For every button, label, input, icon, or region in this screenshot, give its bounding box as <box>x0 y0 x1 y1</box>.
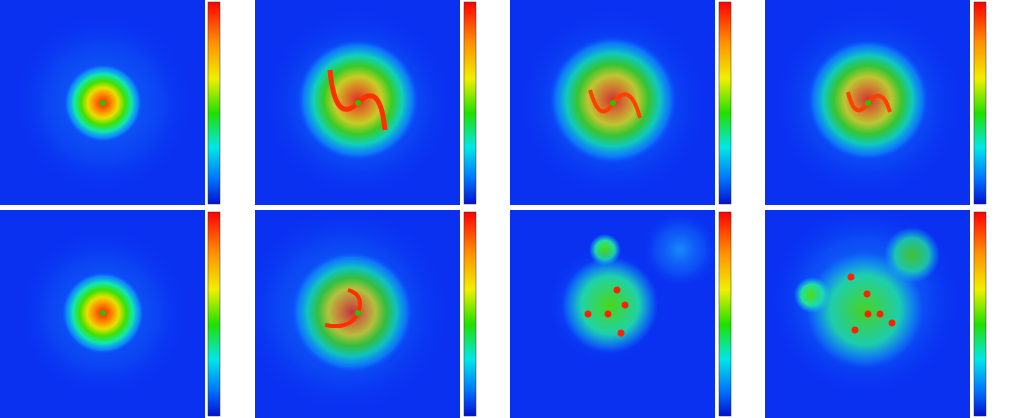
panel <box>255 0 460 205</box>
colorbar <box>718 211 732 417</box>
colorbar <box>718 1 732 205</box>
panel <box>765 210 970 418</box>
panel <box>0 0 205 205</box>
panel <box>0 210 205 418</box>
colorbar <box>463 211 477 417</box>
colorbar <box>973 1 987 205</box>
colorbar <box>973 211 987 417</box>
panel <box>255 210 460 418</box>
colorbars <box>207 1 987 417</box>
panel <box>510 0 715 205</box>
panel <box>765 0 970 205</box>
colorbar <box>207 1 221 205</box>
colorbar <box>207 211 221 417</box>
colorbar <box>463 1 477 205</box>
panel <box>510 210 715 418</box>
